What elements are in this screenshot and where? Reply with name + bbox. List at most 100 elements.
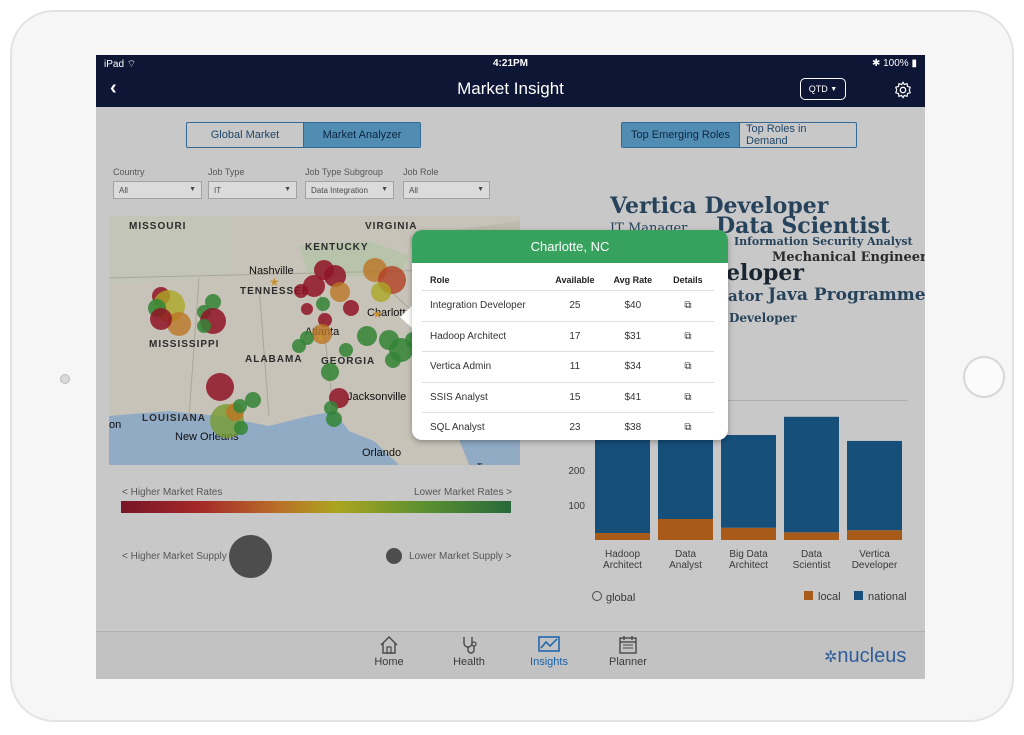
rate-gradient-bar (121, 501, 511, 513)
x-tick-label: Scientist (793, 560, 831, 571)
role-name: SSIS Analyst (430, 391, 488, 403)
bar-national[interactable] (595, 436, 650, 533)
word-information-security-analyst[interactable]: Information Security Analyst (734, 235, 913, 248)
market-bubble[interactable] (303, 275, 325, 297)
market-bubble[interactable] (371, 282, 391, 302)
market-bubble[interactable] (292, 339, 306, 353)
tab-top-roles-in-demand[interactable]: Top Roles in Demand (739, 123, 856, 147)
market-bubble[interactable] (385, 352, 401, 368)
table-row: Integration Developer 25 $40 ⧉ (422, 291, 714, 322)
job-role-select[interactable]: All ▼ (403, 181, 490, 199)
market-bubble[interactable] (197, 319, 211, 333)
bar-national[interactable] (721, 435, 776, 528)
market-bubble[interactable] (245, 392, 261, 408)
legend-local[interactable]: local (804, 591, 841, 603)
market-bubble[interactable] (205, 294, 221, 310)
role-available: 23 (569, 422, 581, 434)
bar-local[interactable] (721, 527, 776, 540)
market-bubble[interactable] (150, 308, 172, 330)
roles-bar-chart: 100200300HadoopArchitectDataAnalystBig D… (568, 416, 902, 571)
market-bubble[interactable] (294, 284, 308, 298)
x-tick-label: Architect (603, 560, 642, 571)
market-bubble[interactable] (233, 399, 247, 413)
word-java-programmer[interactable]: Java Programmer (768, 285, 925, 305)
market-bubble[interactable] (318, 313, 332, 327)
details-icon[interactable]: ⧉ (684, 391, 692, 403)
screen: iPad ⌔ 4:21PM ✱ 100% ▮ ‹ Market Insight … (96, 55, 925, 679)
tab-home[interactable]: Home (359, 634, 419, 668)
market-bubble[interactable] (234, 421, 248, 435)
market-bubble[interactable] (357, 326, 377, 346)
bar-national[interactable] (847, 440, 902, 531)
home-hardware-button[interactable] (963, 356, 1005, 398)
filter-label-country: Country (113, 167, 145, 177)
details-icon[interactable]: ⧉ (684, 361, 692, 373)
legend-national[interactable]: national (854, 591, 907, 603)
market-bubble[interactable] (343, 300, 359, 316)
local-swatch (804, 591, 813, 600)
tab-global-market[interactable]: Global Market (210, 129, 280, 141)
chart-icon (538, 636, 560, 652)
tab-market-analyzer[interactable]: Market Analyzer (303, 123, 420, 147)
role-rate: $41 (624, 391, 642, 403)
bar-local[interactable] (595, 533, 650, 540)
x-tick-label: Architect (729, 560, 768, 571)
market-bubble[interactable] (316, 297, 330, 311)
city-details-popup: Charlotte, NC Role Available Avg Rate De… (412, 230, 728, 440)
details-icon[interactable]: ⧉ (684, 422, 692, 434)
nucleus-logo-icon: ✲ (824, 649, 838, 666)
role-name: Integration Developer (430, 300, 526, 312)
word-developer[interactable]: Developer (729, 311, 797, 325)
tab-health[interactable]: Health (439, 634, 499, 668)
x-tick-label: Data (801, 549, 823, 560)
word-vertica-developer[interactable]: Vertica Developer (610, 193, 829, 219)
market-bubble[interactable] (167, 312, 191, 336)
home-icon (380, 636, 398, 654)
market-bubble[interactable] (312, 324, 332, 344)
table-row: Hadoop Architect 17 $31 ⧉ (422, 322, 714, 352)
bar-national[interactable] (658, 429, 713, 519)
job-subgroup-select[interactable]: Data Integration ▼ (305, 181, 394, 199)
caret-down-icon: ▼ (284, 186, 291, 193)
period-dropdown[interactable]: QTD ▼ (800, 78, 846, 100)
country-select[interactable]: All ▼ (113, 181, 202, 199)
legend-global[interactable]: global (592, 591, 635, 604)
role-rate: $34 (624, 361, 642, 373)
back-button[interactable]: ‹ (110, 77, 117, 99)
tab-top-emerging-roles[interactable]: Top Emerging Roles (622, 123, 739, 147)
stethoscope-icon (463, 637, 477, 654)
market-bubble[interactable] (206, 373, 234, 401)
details-icon[interactable]: ⧉ (684, 300, 692, 312)
market-bubble[interactable] (326, 411, 342, 427)
caret-down-icon: ▼ (381, 186, 388, 193)
market-bubble[interactable] (324, 265, 346, 287)
col-role: Role (430, 275, 450, 285)
battery-level: 100% (883, 58, 909, 69)
bar-national[interactable] (784, 416, 839, 533)
word-data-scientist[interactable]: Data Scientist (716, 213, 891, 239)
tab-planner[interactable]: Planner (598, 634, 658, 668)
device-label: iPad (104, 59, 125, 70)
col-details: Details (673, 275, 703, 285)
y-tick-label: 200 (568, 466, 585, 477)
role-rate: $31 (624, 330, 642, 342)
job-type-select[interactable]: IT ▼ (208, 181, 297, 199)
bar-local[interactable] (784, 532, 839, 540)
bar-local[interactable] (658, 519, 713, 540)
word-developer-partial[interactable]: eloper (726, 260, 804, 286)
word-mechanical-engineer[interactable]: Mechanical Engineer (772, 250, 925, 265)
details-icon[interactable]: ⧉ (684, 330, 692, 342)
bar-local[interactable] (847, 530, 902, 540)
market-bubble[interactable] (301, 303, 313, 315)
market-bubble[interactable] (330, 282, 350, 302)
gear-icon[interactable] (894, 81, 912, 99)
tab-insights[interactable]: Insights (519, 634, 579, 668)
word-ator-partial[interactable]: ator (728, 287, 763, 305)
bluetooth-icon: ✱ (871, 58, 881, 69)
market-bubble[interactable] (321, 363, 339, 381)
market-bubble[interactable] (339, 343, 353, 357)
large-supply-circle (229, 535, 272, 578)
job-role-value: All (409, 186, 418, 195)
battery-icon: ▮ (911, 58, 917, 69)
roles-table: Role Available Avg Rate Details Integrat… (422, 270, 714, 440)
